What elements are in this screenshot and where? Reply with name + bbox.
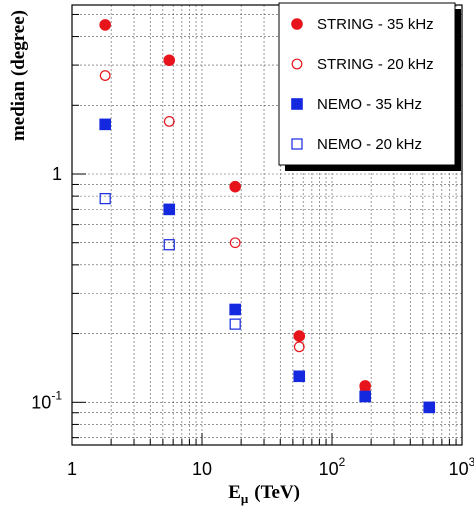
x-tick-label: 103 (449, 455, 474, 479)
x-tick-label: 102 (319, 455, 346, 479)
x-tick-label: 10 (192, 459, 212, 479)
data-point (229, 318, 241, 330)
data-point (163, 54, 176, 67)
tick-labels: 1 10 102 103 10-1 1 (31, 164, 474, 479)
x-axis-title-sub: μ (241, 491, 249, 506)
data-point (99, 19, 111, 31)
axis-ticks (71, 13, 463, 445)
data-point (359, 390, 371, 403)
data-point (163, 203, 176, 216)
x-axis-title: Eμ (TeV) (228, 482, 300, 506)
data-point (293, 341, 305, 353)
y-tick-label: 10-1 (31, 388, 62, 412)
data-markers (99, 19, 436, 414)
data-point (99, 118, 111, 131)
data-point (229, 303, 241, 316)
legend-label: NEMO - 35 kHz (317, 96, 422, 113)
x-axis-title-main: E (228, 482, 241, 503)
legend-box (278, 2, 456, 166)
data-point (163, 116, 175, 127)
legend-marker (291, 58, 303, 70)
legend: STRING - 35 kHz STRING - 20 kHz NEMO - 35 … (278, 2, 461, 171)
x-axis-title-unit: (TeV) (254, 482, 300, 503)
y-axis-title: median (degree) (8, 10, 29, 141)
data-point (99, 193, 111, 205)
data-point (99, 70, 111, 81)
data-point (423, 401, 436, 414)
legend-marker (291, 18, 303, 30)
legend-label: STRING - 20 kHz (317, 56, 434, 73)
legend-label: NEMO - 20 kHz (317, 136, 422, 153)
data-point (293, 330, 306, 342)
legend-marker (291, 138, 303, 150)
data-point (293, 370, 306, 383)
data-point (229, 180, 241, 193)
x-tick-label: 1 (67, 459, 77, 479)
data-point (229, 237, 241, 249)
y-tick-label: 1 (52, 164, 62, 184)
legend-label: STRING - 35 kHz (317, 16, 434, 33)
legend-marker (291, 98, 303, 110)
data-point (163, 239, 175, 251)
